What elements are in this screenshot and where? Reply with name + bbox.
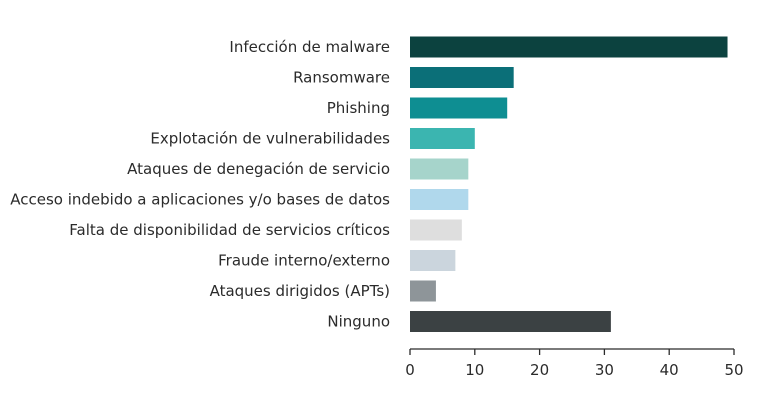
bars-group	[410, 36, 728, 332]
category-label: Phishing	[327, 99, 390, 117]
bar	[410, 158, 469, 180]
bar	[410, 280, 436, 302]
bar	[410, 97, 508, 119]
category-label: Infección de malware	[229, 38, 390, 56]
bar	[410, 219, 462, 241]
category-label: Explotación de vulnerabilidades	[150, 130, 390, 148]
x-tick-label: 50	[724, 361, 743, 379]
bar	[410, 128, 475, 149]
bar	[410, 67, 514, 88]
category-label: Ransomware	[293, 69, 390, 87]
bar	[410, 189, 469, 210]
category-label: Ninguno	[327, 313, 390, 331]
category-label: Acceso indebido a aplicaciones y/o bases…	[10, 191, 390, 209]
category-labels-group: Infección de malware Ransomware Phishing Ex…	[10, 38, 390, 331]
x-axis: 0 10 20 30 40 50	[405, 348, 744, 379]
x-tick-label: 10	[465, 361, 484, 379]
category-label: Ataques de denegación de servicio	[127, 160, 390, 178]
category-label: Fraude interno/externo	[218, 252, 390, 270]
x-tick-label: 0	[405, 361, 415, 379]
x-tick-label: 20	[530, 361, 549, 379]
x-tick-label: 40	[660, 361, 679, 379]
category-label: Falta de disponibilidad de servicios crí…	[69, 221, 390, 239]
bar	[410, 250, 456, 271]
category-label: Ataques dirigidos (APTs)	[210, 282, 390, 300]
bar	[410, 36, 728, 58]
bar	[410, 311, 611, 332]
x-tick-label: 30	[595, 361, 614, 379]
